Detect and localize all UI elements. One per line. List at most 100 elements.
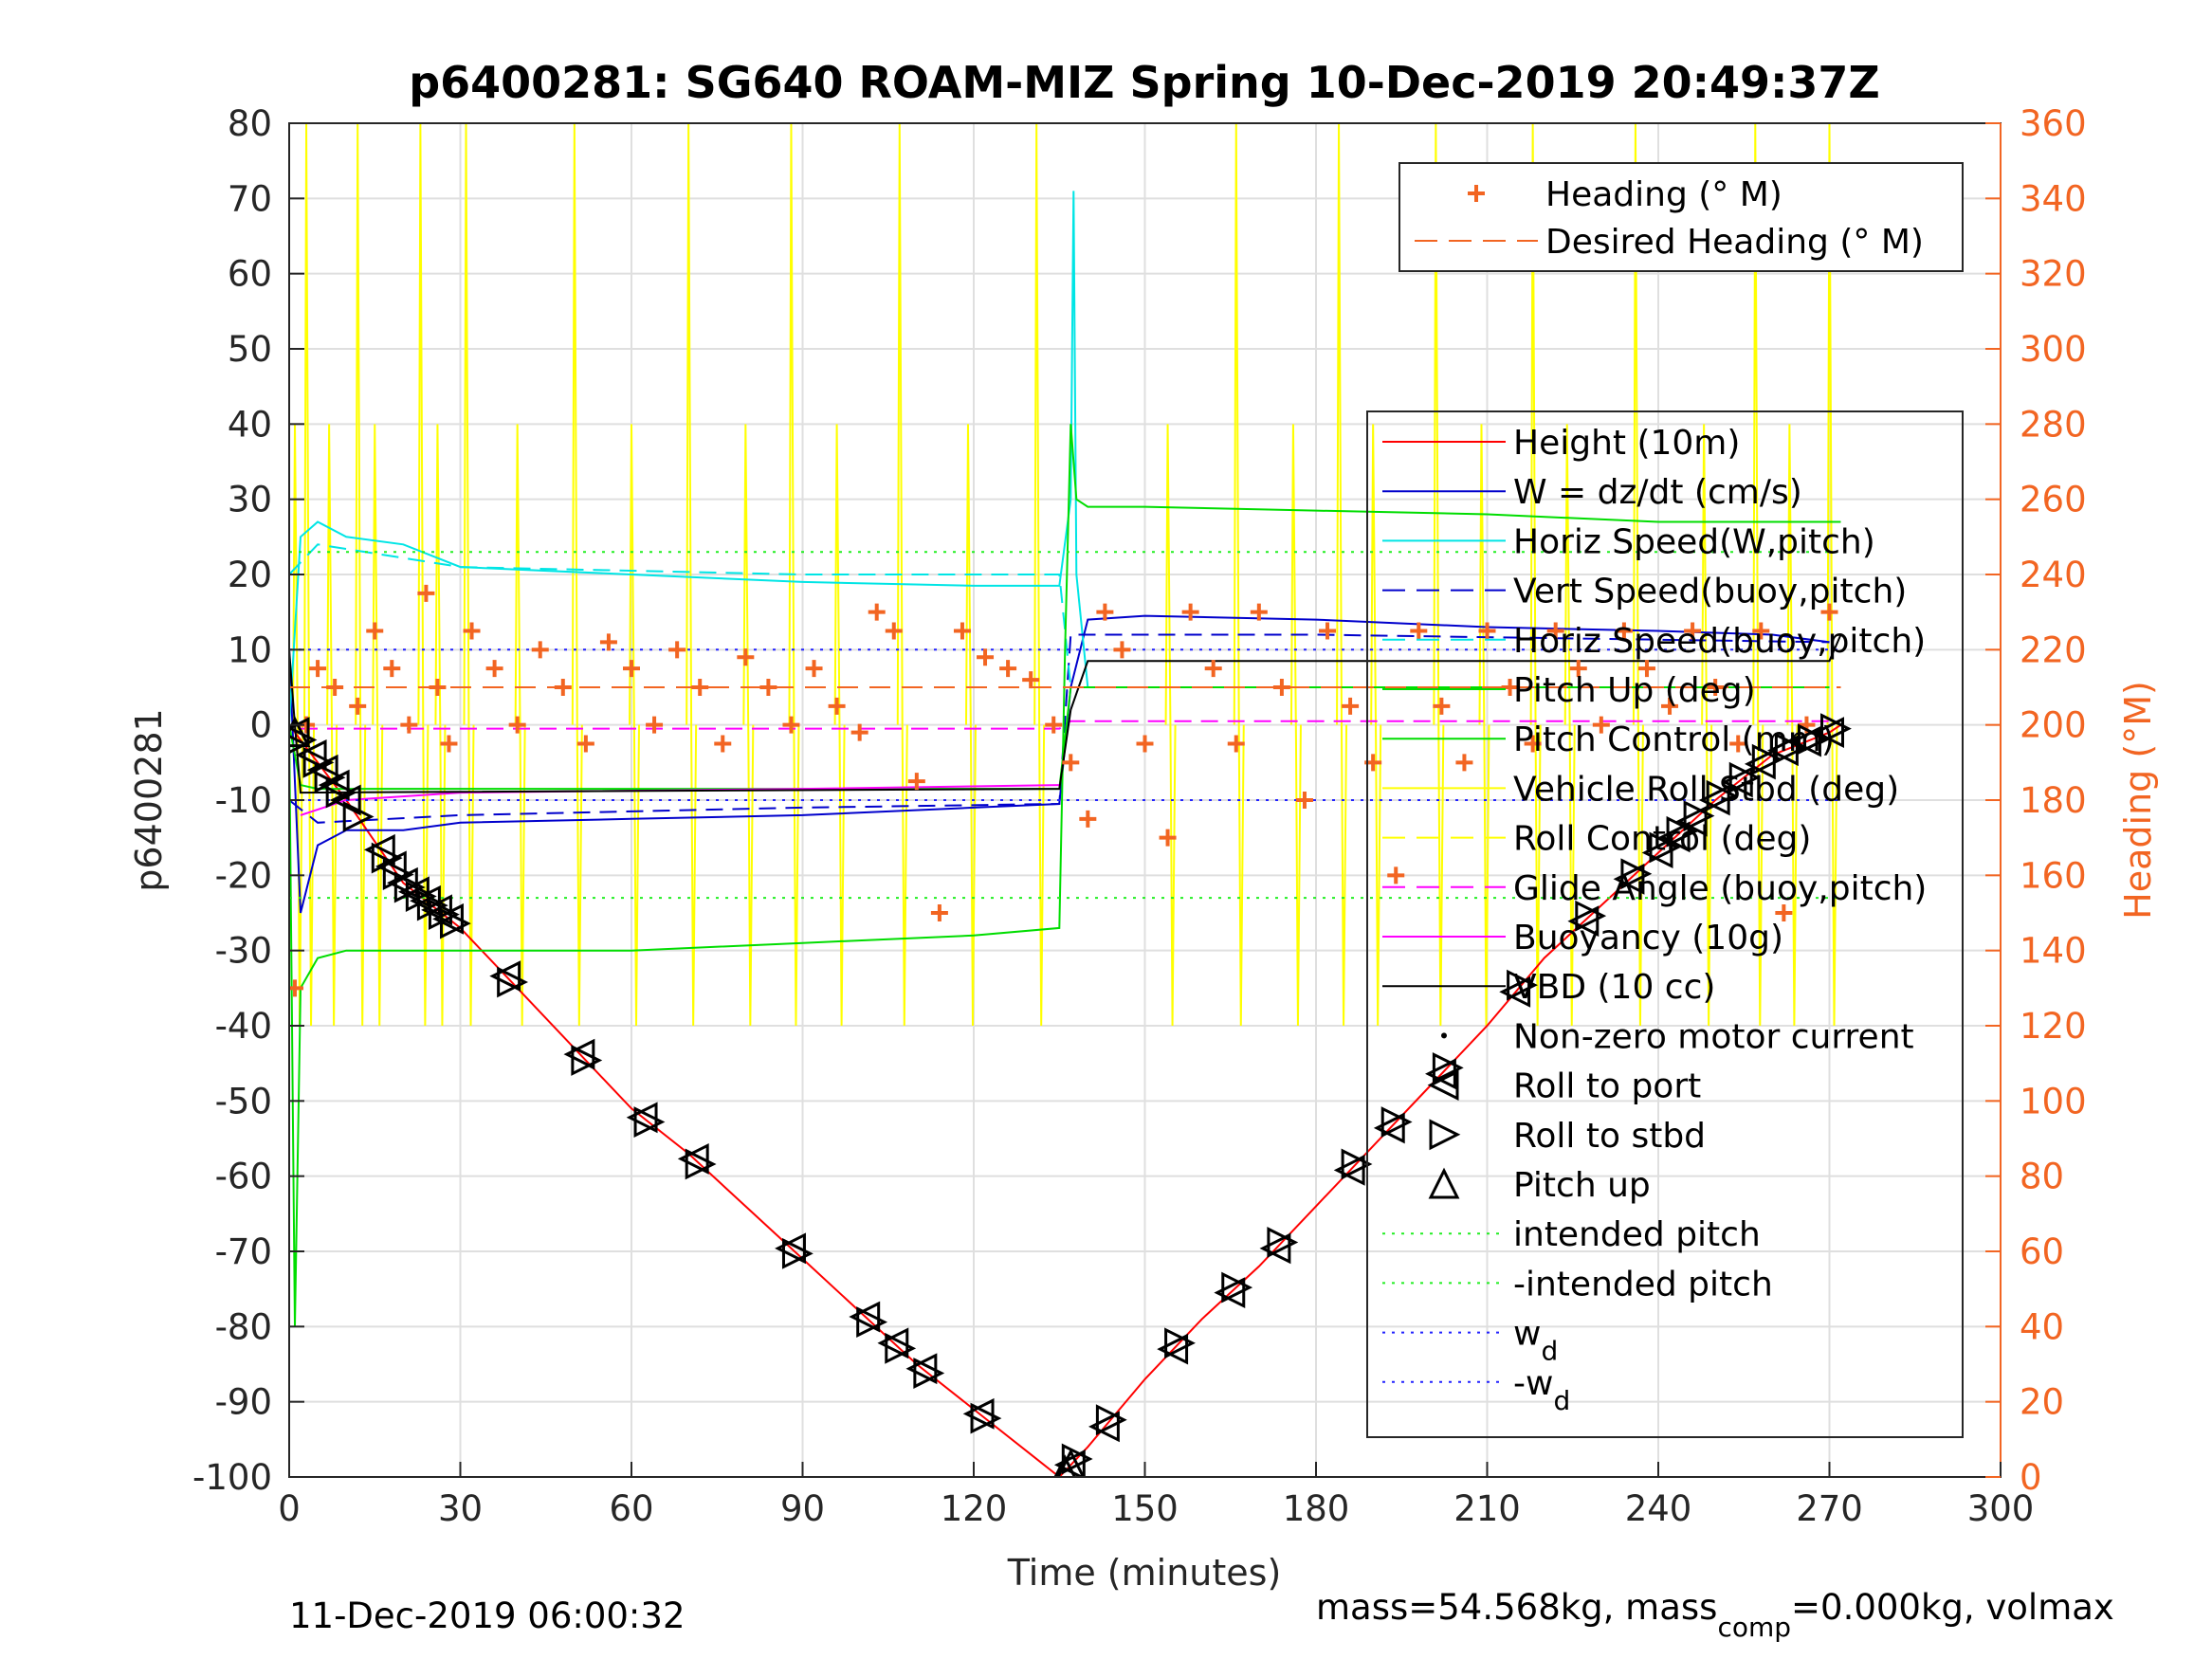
legend-heading-sample <box>1468 185 1485 202</box>
roll-spike <box>686 123 698 1027</box>
heading-point <box>828 697 846 715</box>
heading-point <box>1159 829 1177 847</box>
legend-label: Roll to stbd <box>1513 1117 1706 1156</box>
heading-point <box>850 723 868 741</box>
roll-to-port-marker <box>1641 837 1673 868</box>
legend-heading-label: Desired Heading (° M) <box>1545 223 1924 262</box>
heading-point <box>759 679 777 696</box>
legend-sample <box>1429 1119 1461 1151</box>
heading-point <box>1524 735 1542 753</box>
y2-tick-label: 320 <box>2020 254 2087 295</box>
legend-heading-label: Heading (° M) <box>1545 175 1782 214</box>
x-axis: 0 30 60 90 120 150 180 210 240 270 300 <box>278 1462 2034 1529</box>
y2-tick-label: 100 <box>2020 1081 2087 1121</box>
heading-point <box>1592 716 1610 734</box>
y2-axis-label: Heading (°M) <box>2117 681 2159 920</box>
roll-to-port-marker <box>375 850 407 883</box>
legend-label: Horiz Speed(W,pitch) <box>1513 522 1875 561</box>
roll-to-port-marker <box>962 1397 995 1430</box>
roll-to-port-marker <box>306 754 338 786</box>
legend-label-main: Pitch Control (mm) <box>1513 720 1835 759</box>
roll-spike <box>417 123 430 1027</box>
heading-point <box>1820 603 1838 621</box>
x-tick-label: 150 <box>1111 1488 1179 1529</box>
roll-to-stbd-marker <box>1706 779 1738 811</box>
roll-to-stbd-marker <box>856 1306 888 1339</box>
legend-label: W = dz/dt (cm/s) <box>1513 473 1802 512</box>
roll-to-stbd-marker <box>1683 800 1715 832</box>
heading-point <box>782 716 800 734</box>
legend-label-main: Pitch up <box>1513 1166 1651 1205</box>
y-tick-label: 60 <box>228 254 272 295</box>
heading-point <box>868 603 886 621</box>
roll-to-port-marker <box>489 960 521 993</box>
heading-point <box>1752 622 1770 640</box>
heading-point <box>1136 735 1154 753</box>
legend-main-box <box>1366 410 1964 1438</box>
heading-point <box>485 660 503 678</box>
legend-heading-box <box>1398 162 1964 272</box>
legend-label: Horiz Speed(buoy,pitch) <box>1513 622 1926 661</box>
heading-point <box>349 697 367 715</box>
roll-to-stbd-marker <box>416 889 448 921</box>
heading-point <box>1478 622 1496 640</box>
roll-to-stbd-marker <box>314 761 346 793</box>
roll-to-stbd-marker <box>428 899 460 931</box>
roll-to-stbd-marker <box>1095 1404 1127 1436</box>
roll-to-stbd-marker <box>1507 969 1538 1001</box>
roll-spike <box>629 424 640 1027</box>
y-tick-label: 80 <box>228 103 272 144</box>
roll-to-stbd-marker <box>382 859 414 890</box>
legend-sample <box>1441 1032 1447 1039</box>
x-tick-label: 300 <box>1967 1488 2035 1529</box>
y-tick-label: -90 <box>215 1382 272 1423</box>
heading-point <box>1227 735 1245 753</box>
heading-point <box>977 648 995 666</box>
heading-point <box>1501 679 1519 696</box>
x-tick-label: 210 <box>1453 1488 1521 1529</box>
roll-to-stbd-marker <box>1751 743 1783 775</box>
legend-label: VBD (10 cc) <box>1513 968 1715 1007</box>
legend-label-main: Roll to port <box>1513 1067 1701 1106</box>
roll-to-stbd-marker <box>1774 732 1806 764</box>
series-line-vbd-10-cc <box>289 634 1842 794</box>
legend-label: Buoyancy (10g) <box>1513 919 1783 957</box>
heading-point <box>576 735 594 753</box>
heading-point <box>1410 622 1428 640</box>
roll-to-port-marker <box>1721 766 1753 798</box>
legend-label-main: w <box>1513 1315 1541 1354</box>
legend-label: Roll Control (deg) <box>1513 820 1811 859</box>
x-tick-label: 180 <box>1283 1488 1350 1529</box>
legend-label-main: intended pitch <box>1513 1215 1761 1254</box>
series-line-horiz-speed-w-pitch <box>289 191 1089 725</box>
heading-point <box>1181 603 1199 621</box>
legend-label-main: Glide Angle (buoy,pitch) <box>1513 869 1927 908</box>
x-tick-label: 120 <box>941 1488 1008 1529</box>
y2-tick-label: 80 <box>2020 1157 2064 1197</box>
legend-label-main: W = dz/dt (cm/s) <box>1513 473 1802 512</box>
roll-spike <box>1164 424 1177 1027</box>
roll-to-stbd-marker <box>571 1045 603 1076</box>
series-line-w-dz-dt-cm-s <box>289 614 1830 914</box>
y-axis-label: p6400281 <box>128 708 170 891</box>
y2-tick-label: 60 <box>2020 1231 2064 1272</box>
roll-spike <box>1752 123 1764 1027</box>
heading-point <box>1775 904 1793 921</box>
roll-to-port-marker <box>877 1327 909 1359</box>
roll-spike <box>463 123 475 1027</box>
y2-tick-label: 220 <box>2020 629 2087 670</box>
roll-spike <box>742 424 755 1027</box>
heading-point <box>1113 641 1131 659</box>
roll-spike <box>1701 424 1713 1027</box>
y2-tick-label: 280 <box>2020 404 2087 445</box>
y2-tick-label: 20 <box>2020 1382 2064 1423</box>
pitch-up-marker <box>289 716 311 748</box>
legend-label: Pitch Up (deg) <box>1513 671 1756 710</box>
roll-to-port-marker <box>1675 805 1708 837</box>
legend-label: Vehicle Roll Stbd (deg) <box>1513 770 1899 809</box>
y-tick-label: 20 <box>228 555 272 595</box>
y2-tick-label: 340 <box>2020 178 2087 219</box>
heading-point <box>383 660 401 678</box>
roll-to-port-marker <box>905 1353 938 1385</box>
